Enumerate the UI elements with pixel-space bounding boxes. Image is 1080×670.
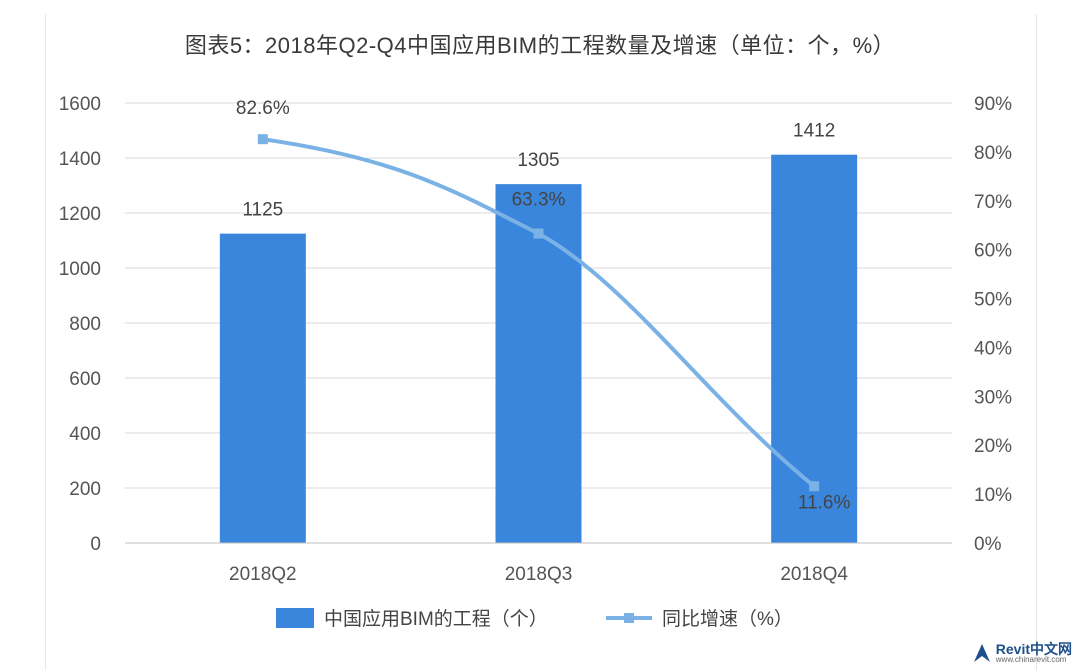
- y-left-tick-label: 400: [69, 424, 101, 445]
- legend-line-marker: [624, 613, 634, 623]
- watermark-brand: Revit中文网: [995, 641, 1072, 657]
- y-right-tick-label: 80%: [974, 143, 1012, 164]
- bar: [219, 233, 306, 543]
- line-value-label: 11.6%: [798, 492, 851, 513]
- bar-value-label: 1125: [242, 200, 283, 221]
- watermark: Revit中文网 www.chinarevit.com: [972, 642, 1072, 664]
- axes: 0 200 400 600 800 1000 1200 1400 1600 0% 10% 20% 30%…: [59, 94, 1012, 585]
- line-value-label: 82.6%: [236, 98, 290, 119]
- y-right-tick-label: 90%: [974, 94, 1012, 115]
- y-left-tick-label: 800: [69, 314, 101, 335]
- bar-value-label: 1305: [517, 150, 559, 171]
- y-left-tick-label: 200: [69, 479, 101, 500]
- x-tick-label: 2018Q3: [505, 564, 573, 585]
- y-right-tick-label: 30%: [974, 387, 1012, 408]
- legend-bar-swatch: [276, 608, 314, 628]
- legend-line-label: 同比增速（%）: [662, 608, 793, 630]
- chart-title: 图表5：2018年Q2-Q4中国应用BIM的工程数量及增速（单位：个，%）: [184, 33, 896, 58]
- data-labels: 1125 1305 1412 82.6% 63.3% 11.6%: [236, 98, 851, 513]
- revit-logo-icon: [973, 644, 990, 662]
- x-tick-label: 2018Q2: [229, 564, 297, 585]
- y-left-tick-label: 1400: [59, 149, 101, 170]
- bar: [771, 154, 858, 543]
- y-left-tick-label: 600: [69, 369, 101, 390]
- y-right-tick-label: 50%: [974, 290, 1012, 311]
- y-right-tick-label: 20%: [974, 436, 1012, 457]
- y-left-tick-label: 1600: [59, 94, 101, 115]
- line-point: [257, 134, 268, 145]
- y-right-tick-label: 40%: [974, 338, 1012, 359]
- bar-series: [219, 154, 858, 543]
- line-point: [809, 481, 820, 492]
- watermark-url: www.chinarevit.com: [995, 655, 1067, 664]
- y-right-tick-label: 60%: [974, 241, 1012, 262]
- bar-value-label: 1412: [793, 121, 835, 142]
- y-left-tick-label: 1200: [59, 204, 101, 225]
- line-point: [533, 228, 544, 239]
- x-tick-label: 2018Q4: [780, 564, 848, 585]
- bar: [495, 184, 582, 543]
- y-right-tick-label: 10%: [974, 485, 1012, 506]
- legend: 中国应用BIM的工程（个） 同比增速（%）: [276, 608, 793, 630]
- legend-bar-label: 中国应用BIM的工程（个）: [324, 608, 548, 630]
- y-left-tick-label: 0: [90, 534, 101, 555]
- line-series: [257, 134, 820, 492]
- y-right-tick-label: 70%: [974, 192, 1012, 213]
- y-left-tick-label: 1000: [59, 259, 101, 280]
- y-right-tick-label: 0%: [974, 534, 1002, 555]
- line-value-label: 63.3%: [512, 190, 566, 211]
